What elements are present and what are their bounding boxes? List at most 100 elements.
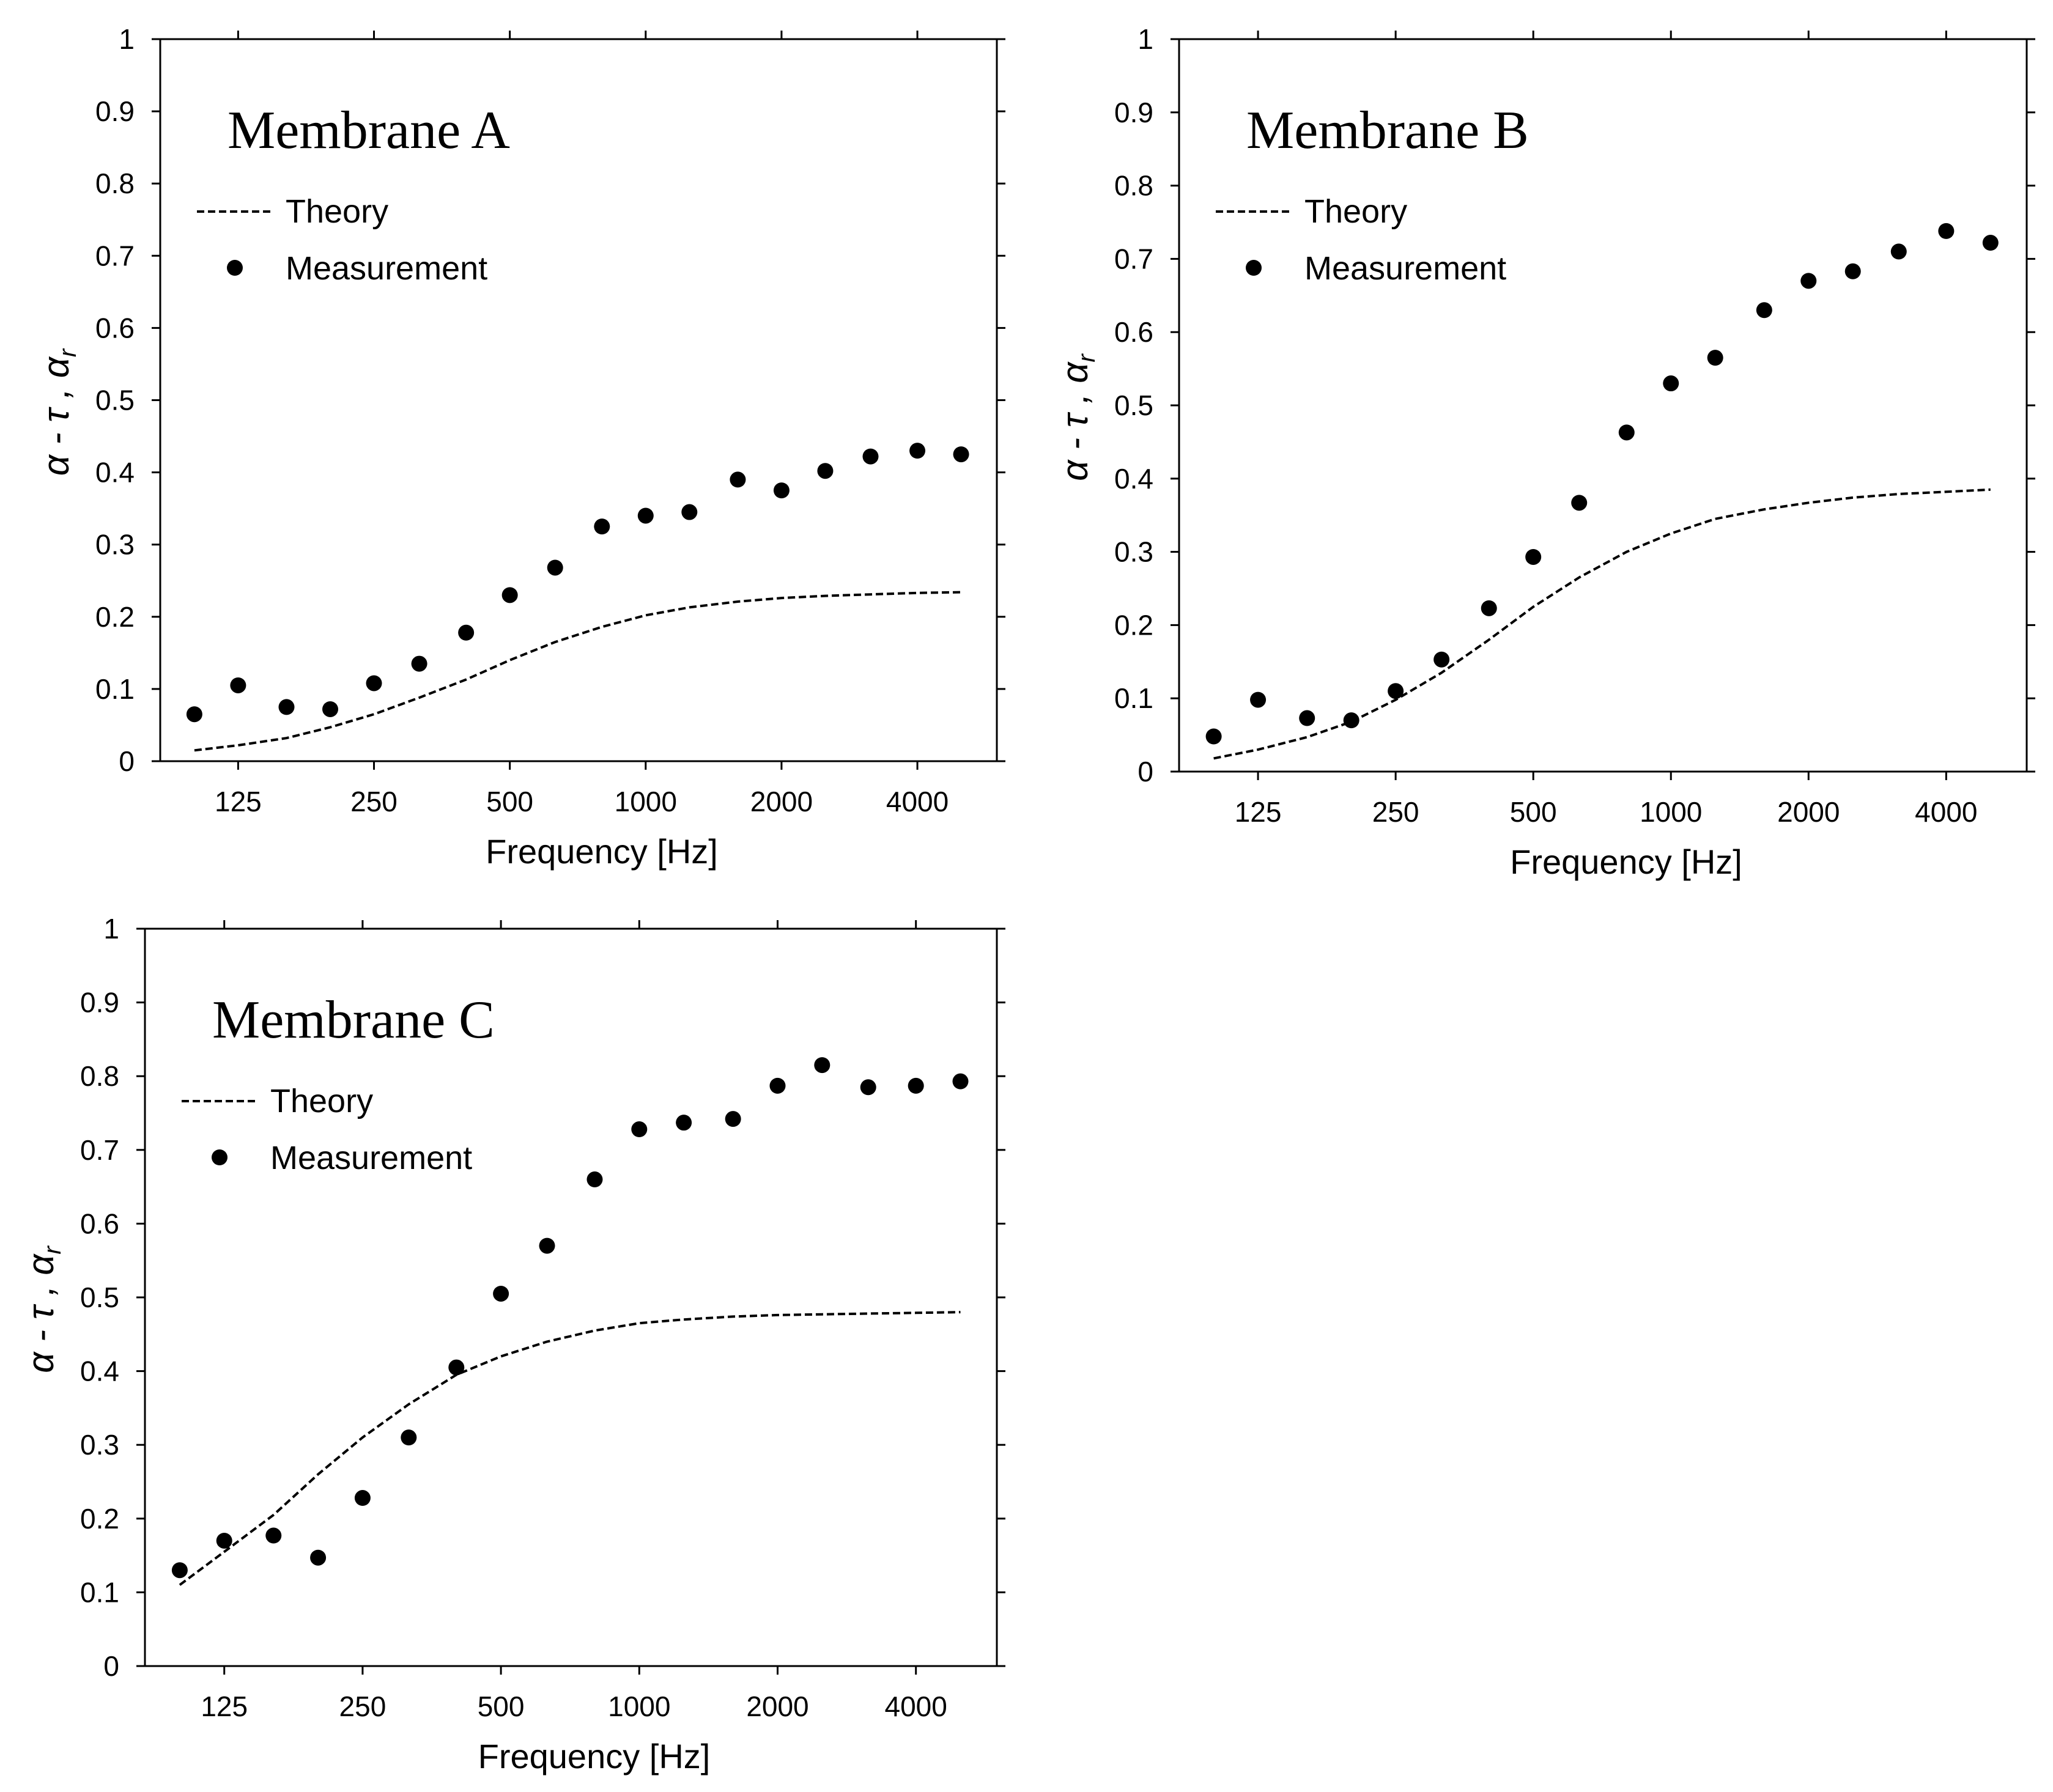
y-tick-label: 0.1 <box>80 1576 119 1608</box>
measurement-point <box>817 463 834 479</box>
theory-line <box>194 591 961 752</box>
measurement-point <box>1388 683 1404 699</box>
measurement-point <box>539 1237 555 1254</box>
y-tick-label: 0.9 <box>80 987 119 1019</box>
measurement-point <box>354 1490 371 1506</box>
panel-title: Membrane C <box>212 990 495 1050</box>
y-axis-label: α - τ , αr <box>35 348 81 476</box>
x-tick-label: 125 <box>1235 796 1282 828</box>
y-axis-label: α - τ , αr <box>20 1245 66 1373</box>
legend: Theory Measurement <box>197 193 487 287</box>
y-tick-label: 1 <box>119 23 135 55</box>
legend-measurement-label: Measurement <box>270 1140 472 1176</box>
measurement-point <box>547 559 563 576</box>
measurement-point <box>814 1057 830 1074</box>
measurement-point <box>594 518 610 535</box>
measurement-point <box>401 1429 417 1446</box>
legend-theory-label: Theory <box>270 1083 373 1119</box>
measurement-point <box>1481 600 1497 616</box>
measurement-point <box>631 1121 648 1138</box>
y-tick-label: 1 <box>103 913 119 945</box>
y-tick-label: 0.8 <box>80 1060 119 1092</box>
x-tick-label: 250 <box>1372 796 1419 828</box>
y-axis-label: α - τ , αr <box>1054 353 1100 481</box>
measurement-point <box>1571 495 1588 511</box>
legend-theory-label: Theory <box>286 193 388 230</box>
measurement-point <box>1707 350 1723 366</box>
panel-title: Membrane B <box>1246 101 1529 160</box>
y-tick-label: 0.6 <box>95 312 135 344</box>
measurement-point <box>909 443 926 459</box>
x-tick-label: 1000 <box>615 786 677 817</box>
measurement-point <box>458 624 475 641</box>
y-tick-label: 0.9 <box>1114 97 1153 128</box>
chart-panel-3: 0 0.1 0.2 0.3 0.4 0.5 0.6 0.7 0.8 0.9 1 125 250 500 10… <box>20 913 1005 1775</box>
measurement-point <box>1844 263 1861 279</box>
x-tick-label: 2000 <box>1777 796 1840 828</box>
x-axis-label: Frequency [Hz] <box>478 1737 711 1775</box>
measurement-point <box>230 677 246 693</box>
y-tick-label: 0.5 <box>1114 389 1153 421</box>
x-tick-label: 1000 <box>608 1691 670 1722</box>
chart-panel-2: 0 0.1 0.2 0.3 0.4 0.5 0.6 0.7 0.8 0.9 1 125 250 500 10… <box>1054 23 2035 881</box>
measurement-point <box>1938 223 1955 239</box>
y-tick-label: 0.6 <box>1114 316 1153 348</box>
y-tick-label: 1 <box>1137 23 1153 55</box>
legend-measurement-marker <box>1246 260 1262 276</box>
measurement-point <box>1890 243 1907 260</box>
x-tick-label: 250 <box>339 1691 387 1722</box>
measurement-point <box>773 482 790 499</box>
legend: Theory Measurement <box>1216 193 1506 287</box>
measurement-point <box>1756 302 1772 319</box>
y-tick-label: 0.4 <box>1114 463 1153 495</box>
measurement-point <box>1299 710 1315 726</box>
y-tick-label: 0.4 <box>80 1355 119 1387</box>
y-tick-label: 0.7 <box>1114 243 1153 275</box>
measurement-point <box>1800 273 1817 289</box>
measurement-point <box>637 507 654 524</box>
x-tick-label: 2000 <box>750 786 813 817</box>
theory-line <box>1213 488 1991 760</box>
y-tick-label: 0 <box>1137 756 1153 787</box>
legend: Theory Measurement <box>182 1083 472 1176</box>
y-tick-label: 0.7 <box>80 1134 119 1166</box>
measurement-point <box>265 1527 282 1544</box>
x-tick-label: 4000 <box>885 1691 947 1722</box>
measurement-point <box>1205 728 1222 745</box>
x-tick-label: 500 <box>478 1691 525 1722</box>
x-tick-label: 250 <box>350 786 398 817</box>
y-tick-label: 0.3 <box>1114 536 1153 568</box>
measurement-point <box>730 471 746 488</box>
y-tick-label: 0.2 <box>1114 609 1153 641</box>
measurement-point <box>411 655 427 672</box>
measurement-point <box>310 1549 327 1566</box>
measurement-point <box>953 446 969 463</box>
y-tick-label: 0 <box>103 1650 119 1682</box>
x-tick-label: 500 <box>1510 796 1557 828</box>
measurement-point <box>952 1073 969 1090</box>
measurement-point <box>1618 424 1635 441</box>
y-tick-label: 0.3 <box>80 1429 119 1461</box>
theory-line <box>179 1311 961 1586</box>
x-tick-label: 125 <box>201 1691 248 1722</box>
measurement-point <box>908 1077 924 1094</box>
legend-measurement-marker <box>212 1149 227 1165</box>
x-tick-label: 2000 <box>746 1691 808 1722</box>
measurement-point <box>586 1171 603 1188</box>
chart-panel-1: 0 0.1 0.2 0.3 0.4 0.5 0.6 0.7 0.8 0.9 1 125 250 500 10… <box>35 23 1005 871</box>
x-axis-label: Frequency [Hz] <box>486 832 718 871</box>
y-tick-label: 0.8 <box>1114 170 1153 202</box>
measurement-point <box>1663 375 1679 392</box>
y-tick-label: 0.5 <box>80 1281 119 1313</box>
measurement-point <box>278 699 295 715</box>
legend-measurement-label: Measurement <box>286 250 487 287</box>
measurement-point <box>1525 548 1542 565</box>
x-tick-label: 1000 <box>1640 796 1702 828</box>
panel-title: Membrane A <box>227 101 510 160</box>
measurement-point <box>1250 691 1267 708</box>
measurement-point <box>862 448 879 465</box>
measurement-point <box>1982 235 1999 251</box>
measurement-point <box>171 1562 188 1579</box>
x-axis-label: Frequency [Hz] <box>1510 843 1742 881</box>
y-tick-label: 0.5 <box>95 385 135 416</box>
